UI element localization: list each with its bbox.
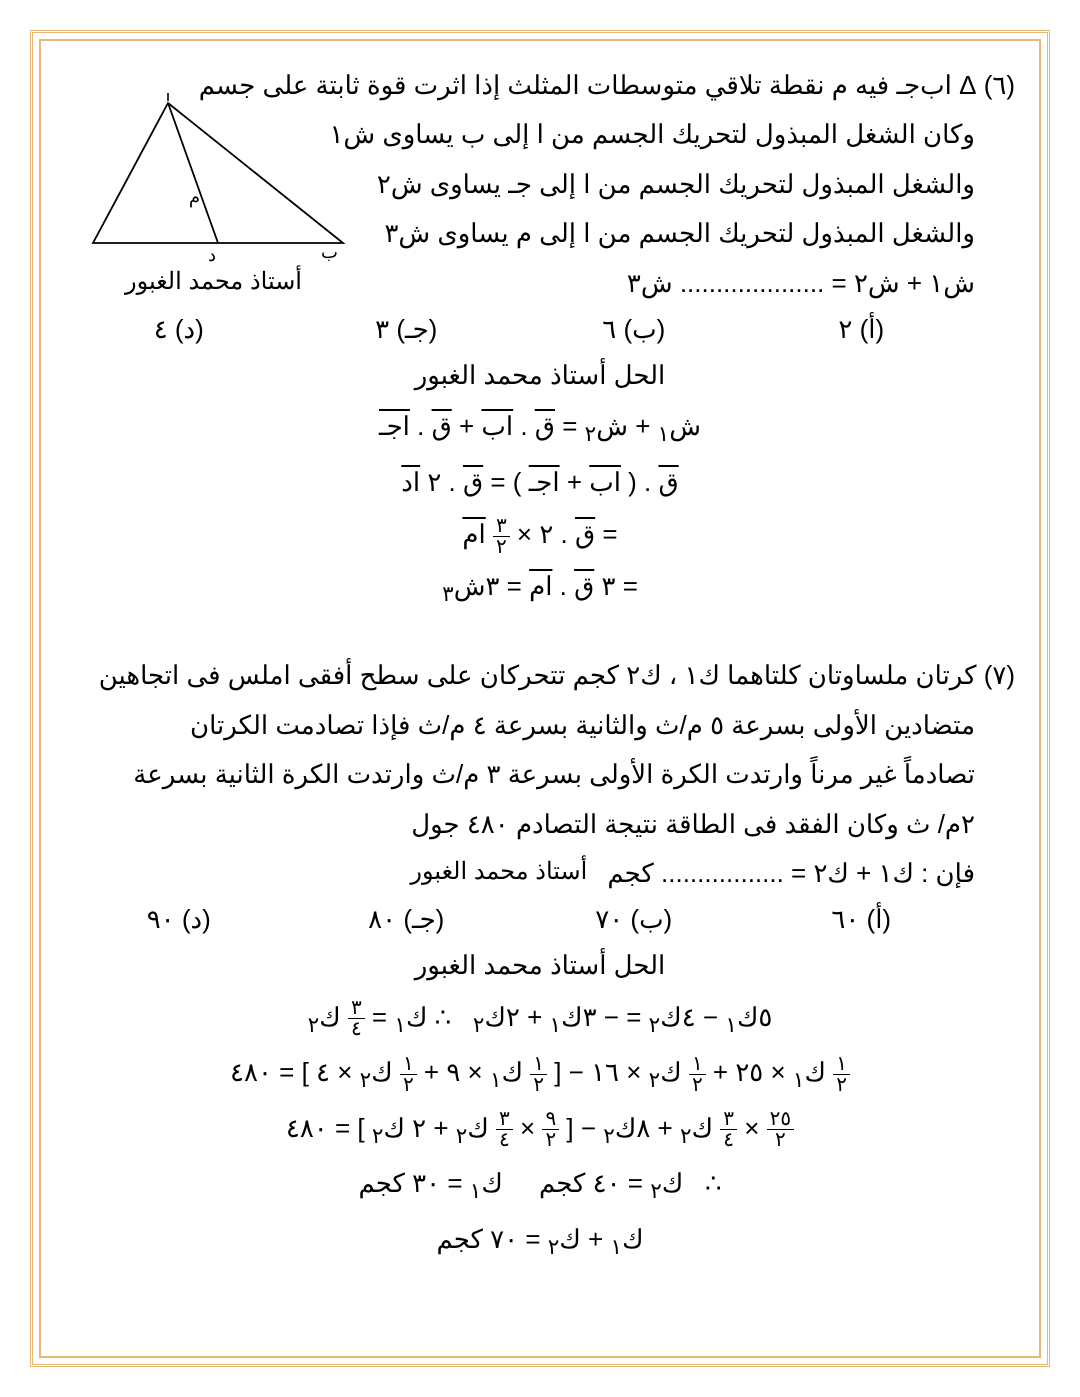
vertex-b: ب	[321, 242, 338, 262]
centroid-m: م	[189, 187, 200, 208]
q7-opt-a: (أ) ٦٠	[748, 904, 976, 935]
q6-options: (أ) ٢ (ب) ٦ (جـ) ٣ (د) ٤	[65, 314, 1015, 345]
triangle-svg: ا جـ ب م د	[88, 93, 348, 273]
q7-sol-4: ∴ ك٢ = ٤٠ كجم ك١ = ٣٠ كجم	[65, 1157, 1015, 1213]
q7-solution-title: الحل أستاذ محمد الغبور	[65, 941, 1015, 990]
midpoint-d: د	[208, 245, 216, 265]
q6-sol-2: ق . ( اب + اجـ ) = ق . ٢ اد	[65, 456, 1015, 508]
q6-opt-a: (أ) ٢	[748, 314, 976, 345]
q6-equation: ش١ + ش٢ = .................... ش٣	[302, 259, 975, 308]
q7-equation: فإن : ك١ + ك٢ = ................. كجم	[607, 849, 975, 898]
q6-opt-c: (جـ) ٣	[293, 314, 521, 345]
q6-sol-3: = ق . ٢ × ٣٢ ام	[65, 508, 1015, 560]
q7-line-4: ٢م/ ث وكان الفقد فى الطاقة نتيجة التصادم…	[65, 800, 1015, 849]
page-inner-border: ا جـ ب م د (٦) Δ اب‌جـ فيه م نقطة تلاقي …	[39, 39, 1041, 1358]
q7-opt-c: (جـ) ٨٠	[293, 904, 521, 935]
vertex-a: ا	[165, 93, 170, 105]
q7-line-1: (٧) كرتان ملساوتان كلتاهما ك١ ، ك٢ كجم ت…	[65, 651, 1015, 700]
q6-opt-d: (د) ٤	[65, 314, 293, 345]
q6-sol-4: = ٣ ق . ام = ٣ش٣	[65, 560, 1015, 616]
q6-sol-1: ش١ + ش٢ = ق . اب + ق . اجـ	[65, 400, 1015, 456]
q7-sol-5: ك١ + ك٢ = ٧٠ كجم	[65, 1213, 1015, 1269]
q7-opt-b: (ب) ٧٠	[520, 904, 748, 935]
q7-opt-d: (د) ٩٠	[65, 904, 293, 935]
q7-options: (أ) ٦٠ (ب) ٧٠ (جـ) ٨٠ (د) ٩٠	[65, 904, 1015, 935]
q7-sol-2: ١٢ ك١ × ٢٥ + ١٢ ك٢ × ١٦ − [ ١٢ ك١ × ٩ + …	[65, 1046, 1015, 1102]
q7-sol-1: ٥ك١ − ٤ك٢ = − ٣ك١ + ٢ك٢ ∴ ك١ = ٣٤ ك٢	[65, 991, 1015, 1047]
q7-author: أستاذ محمد الغبور	[410, 849, 587, 898]
q7-line-3: تصادماً غير مرناً وارتدت الكرة الأولى بس…	[65, 750, 1015, 799]
q7-sol-3: ٢٥٢ × ٣٤ ك٢ + ٨ك٢ − [ ٩٢ × ٣٤ ك٢ + ٢ ك٢ …	[65, 1102, 1015, 1158]
q7-line-2: متضادين الأولى بسرعة ٥ م/ث والثانية بسرع…	[65, 701, 1015, 750]
page-outer-border: ا جـ ب م د (٦) Δ اب‌جـ فيه م نقطة تلاقي …	[30, 30, 1050, 1367]
q6-solution-title: الحل أستاذ محمد الغبور	[65, 351, 1015, 400]
triangle-diagram: ا جـ ب م د	[88, 93, 348, 273]
q6-opt-b: (ب) ٦	[520, 314, 748, 345]
